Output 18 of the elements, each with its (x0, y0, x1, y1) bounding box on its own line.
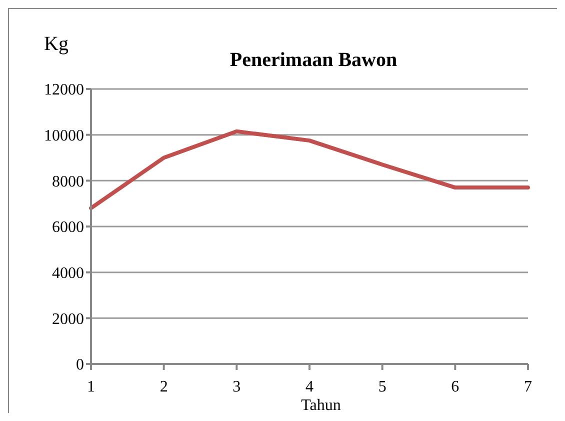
y-tick-label: 4000 (52, 265, 84, 282)
y-tick-label: 12000 (44, 82, 84, 99)
y-tick-label: 2000 (52, 310, 84, 328)
chart-title: Penerimaan Bawon (230, 49, 398, 71)
y-tick-label: 10000 (44, 128, 84, 145)
x-tick-label: 4 (306, 378, 314, 396)
y-axis-title: Kg (44, 33, 68, 56)
y-tick-label: 0 (76, 356, 84, 374)
x-tick-label: 5 (378, 378, 386, 396)
y-tick-label: 8000 (52, 173, 84, 190)
x-tick-label: 1 (87, 378, 95, 396)
x-tick-label: 2 (160, 378, 168, 396)
x-tick-label: 7 (524, 378, 532, 396)
x-tick-label: 3 (232, 378, 241, 396)
y-tick-label: 6000 (52, 219, 84, 236)
x-tick-label: 6 (451, 378, 460, 396)
x-axis-title: Tahun (300, 397, 342, 415)
line-series (89, 129, 530, 210)
